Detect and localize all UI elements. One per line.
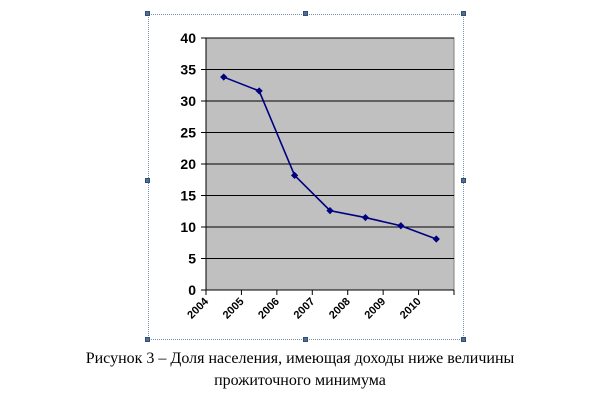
x-tick-label-2005: 2005 <box>221 296 247 322</box>
data-point-2007 <box>326 207 334 215</box>
x-tick-label-2007: 2007 <box>292 296 318 322</box>
y-tick-label-35: 35 <box>180 62 196 78</box>
resize-handle-right[interactable] <box>461 178 466 183</box>
x-tick-label-2006: 2006 <box>256 296 282 322</box>
resize-handle-top-left[interactable] <box>145 11 150 16</box>
y-tick-label-15: 15 <box>180 188 196 204</box>
resize-handle-bottom[interactable] <box>303 337 308 342</box>
gridlines <box>206 37 454 259</box>
series-group <box>220 73 440 243</box>
resize-handle-bottom-right[interactable] <box>461 337 466 342</box>
x-tick-label-2009: 2009 <box>362 296 388 322</box>
y-tick-label-0: 0 <box>188 282 196 298</box>
resize-handle-left[interactable] <box>145 178 150 183</box>
y-tick-label-10: 10 <box>180 219 196 235</box>
data-point-2004 <box>220 73 228 81</box>
x-axis-ticks: 2004 2005 2006 2007 2008 2009 2010 <box>185 290 455 322</box>
resize-handle-top-right[interactable] <box>461 11 466 16</box>
resize-handle-top[interactable] <box>303 11 308 16</box>
figure-caption-line-1: Рисунок 3 – Доля населения, имеющая дохо… <box>85 350 515 367</box>
data-point-2010 <box>432 235 440 243</box>
data-point-2009 <box>397 222 405 230</box>
resize-handle-bottom-left[interactable] <box>145 337 150 342</box>
y-tick-label-5: 5 <box>188 251 196 267</box>
y-tick-label-40: 40 <box>180 30 196 46</box>
x-tick-label-2008: 2008 <box>327 296 353 322</box>
x-tick-label-2010: 2010 <box>398 296 424 322</box>
data-point-2005 <box>255 87 263 95</box>
figure-caption-line-2: прожиточного минимума <box>214 372 386 389</box>
x-tick-label-2004: 2004 <box>185 295 211 321</box>
y-tick-label-25: 25 <box>180 125 196 141</box>
data-point-2008 <box>361 213 370 222</box>
y-tick-label-30: 30 <box>180 93 196 109</box>
y-axis-ticks: 0 5 10 15 20 25 30 35 40 <box>180 30 206 298</box>
data-point-2006 <box>290 171 299 179</box>
y-tick-label-20: 20 <box>180 156 196 172</box>
